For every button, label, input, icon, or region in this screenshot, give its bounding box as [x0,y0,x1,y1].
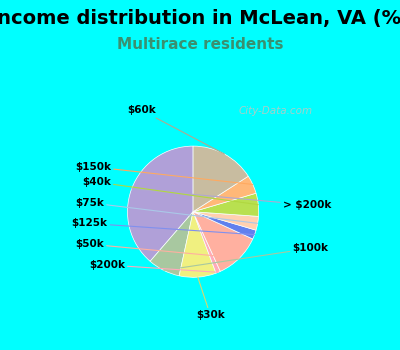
Text: $150k: $150k [75,162,253,184]
Wedge shape [179,212,216,277]
Wedge shape [193,193,259,216]
Wedge shape [193,212,258,230]
Wedge shape [193,212,253,271]
Text: $75k: $75k [75,198,258,223]
Wedge shape [193,176,256,212]
Wedge shape [193,146,248,212]
Text: $60k: $60k [127,105,224,154]
Text: > $200k: > $200k [132,189,331,210]
Text: $30k: $30k [196,277,225,320]
Text: Income distribution in McLean, VA (%): Income distribution in McLean, VA (%) [0,9,400,28]
Wedge shape [150,212,193,276]
Wedge shape [193,212,256,239]
Text: City-Data.com: City-Data.com [238,106,312,116]
Text: $100k: $100k [164,243,328,270]
Wedge shape [193,212,220,273]
Text: $40k: $40k [82,177,258,205]
Text: $50k: $50k [75,239,240,258]
Wedge shape [128,146,193,261]
Text: $125k: $125k [72,218,254,235]
Text: Multirace residents: Multirace residents [117,37,283,52]
Text: $200k: $200k [89,260,218,272]
